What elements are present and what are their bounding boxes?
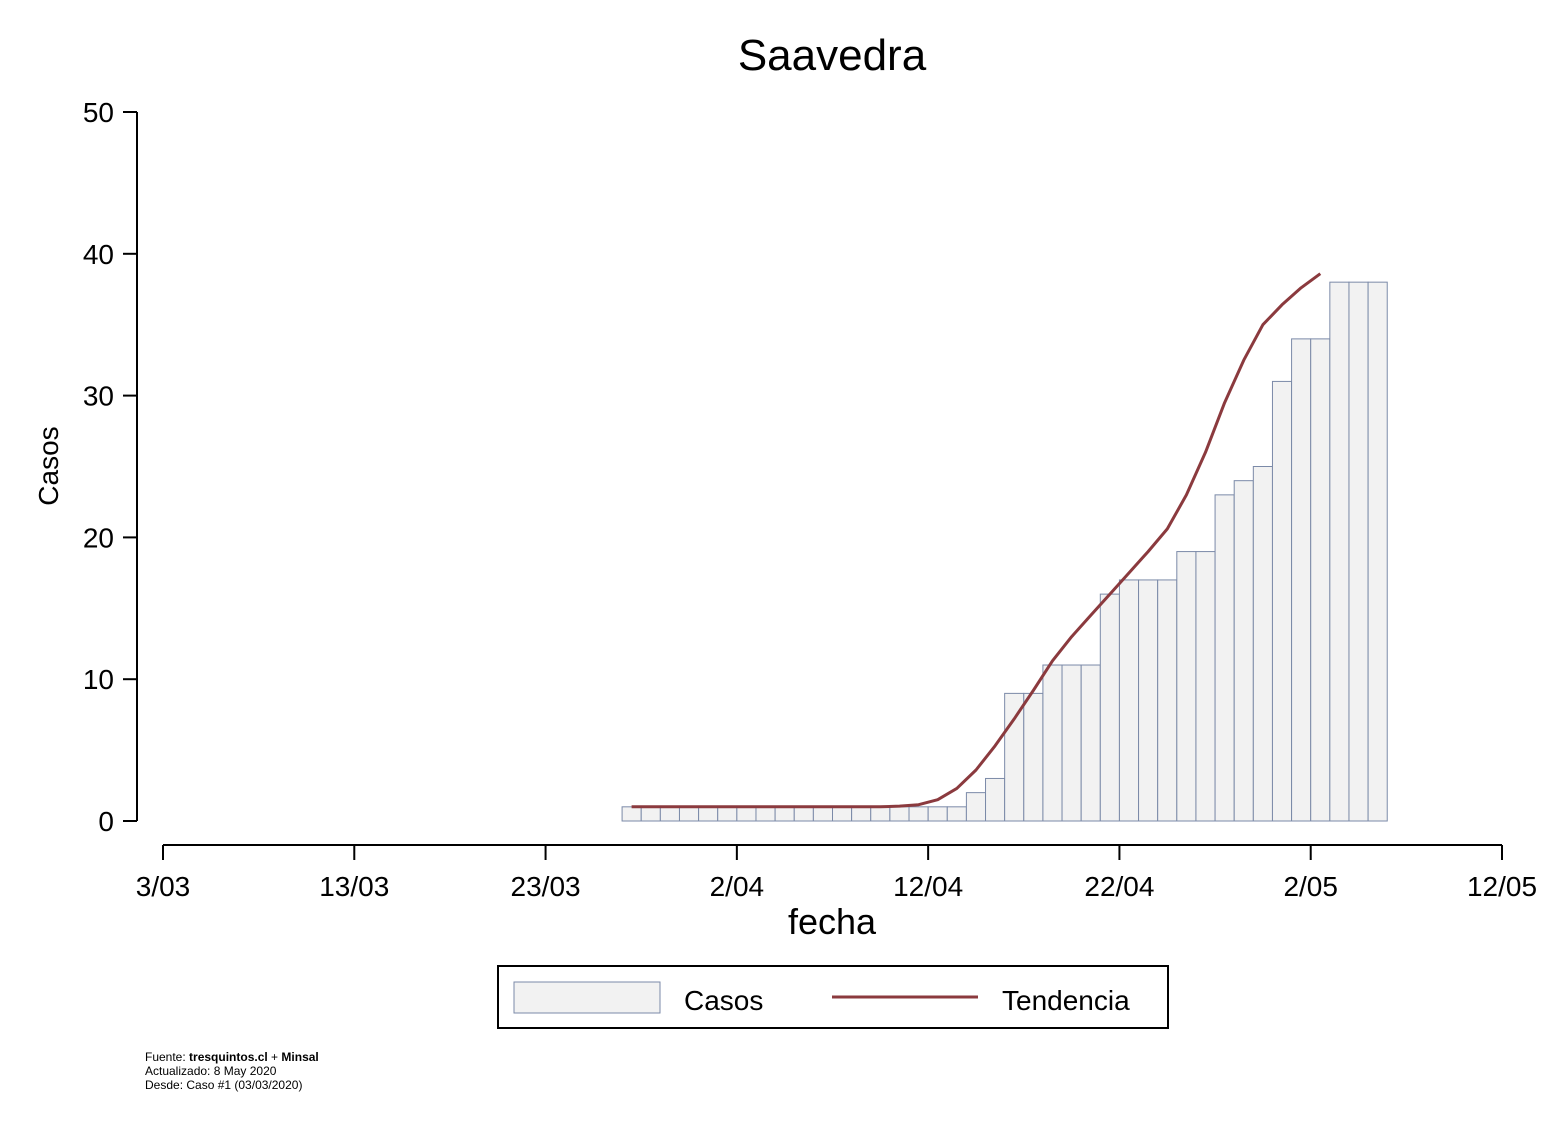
bar <box>1310 338 1331 822</box>
bar <box>774 806 795 822</box>
bar <box>678 806 700 822</box>
x-tick-label: 3/03 <box>136 871 191 902</box>
bar <box>908 806 929 822</box>
footer-updated: Actualizado: 8 May 2020 <box>145 1064 277 1078</box>
bar <box>927 806 948 822</box>
bar <box>1023 692 1044 822</box>
bar <box>1367 281 1388 822</box>
bar <box>832 806 853 822</box>
bar <box>755 806 776 822</box>
footer-source: Fuente: tresquintos.cl + Minsal <box>145 1050 319 1064</box>
x-tick-label: 2/05 <box>1283 871 1338 902</box>
bar <box>870 806 891 822</box>
y-tick-label: 40 <box>83 239 114 270</box>
trend-layer <box>631 272 1322 809</box>
y-tick-label: 0 <box>98 806 114 837</box>
x-tick-label: 12/04 <box>893 871 963 902</box>
bar <box>1118 579 1140 822</box>
x-tick-label: 23/03 <box>511 871 581 902</box>
bar <box>1252 466 1273 822</box>
bar <box>1004 692 1025 822</box>
bar <box>1329 281 1350 822</box>
bar <box>812 806 833 822</box>
bar <box>1099 593 1120 822</box>
bar <box>793 806 814 822</box>
y-tick-label: 10 <box>83 664 114 695</box>
y-tick-label: 50 <box>83 97 114 128</box>
y-tick-label: 20 <box>83 522 114 553</box>
bar <box>889 806 910 822</box>
x-tick-label: 13/03 <box>319 871 389 902</box>
bar <box>1291 338 1312 822</box>
x-ticks: 3/03 13/03 23/03 2/04 12/04 22/04 2/05 12/05 <box>136 845 1537 902</box>
bars-layer <box>621 281 1388 822</box>
trend-line <box>631 272 1322 809</box>
x-tick-label: 12/05 <box>1467 871 1537 902</box>
bar <box>985 777 1006 822</box>
bar <box>1157 579 1178 822</box>
bar <box>717 806 738 822</box>
bar <box>1348 281 1369 822</box>
bar <box>1042 664 1063 822</box>
bar <box>946 806 967 822</box>
bar <box>698 806 719 822</box>
footer-since: Desde: Caso #1 (03/03/2020) <box>145 1078 303 1092</box>
bar <box>1195 551 1216 822</box>
chart-title: Saavedra <box>738 31 927 80</box>
bar <box>851 806 872 822</box>
bar <box>1080 664 1101 822</box>
bar <box>736 806 757 822</box>
bar <box>1138 579 1159 822</box>
bar <box>1061 664 1082 822</box>
bar <box>1176 551 1197 822</box>
legend: Casos Tendencia <box>497 965 1169 1029</box>
bar <box>640 806 661 822</box>
y-axis-label: Casos <box>33 426 64 505</box>
bar <box>1271 380 1293 822</box>
bar <box>621 806 642 822</box>
footer: Fuente: tresquintos.cl + Minsal Actualiz… <box>145 1050 319 1092</box>
x-tick-label: 22/04 <box>1084 871 1154 902</box>
legend-swatch-casos <box>513 981 661 1014</box>
bar <box>1233 480 1254 822</box>
bar <box>1214 494 1235 822</box>
y-tick-label: 30 <box>83 381 114 412</box>
x-axis-label: fecha <box>788 901 877 942</box>
bar <box>659 806 680 822</box>
bar <box>965 792 987 822</box>
x-tick-label: 2/04 <box>710 871 765 902</box>
y-ticks: 0 10 20 30 40 50 <box>83 97 137 837</box>
legend-label-casos: Casos <box>684 985 763 1016</box>
legend-label-tendencia: Tendencia <box>1002 985 1130 1016</box>
